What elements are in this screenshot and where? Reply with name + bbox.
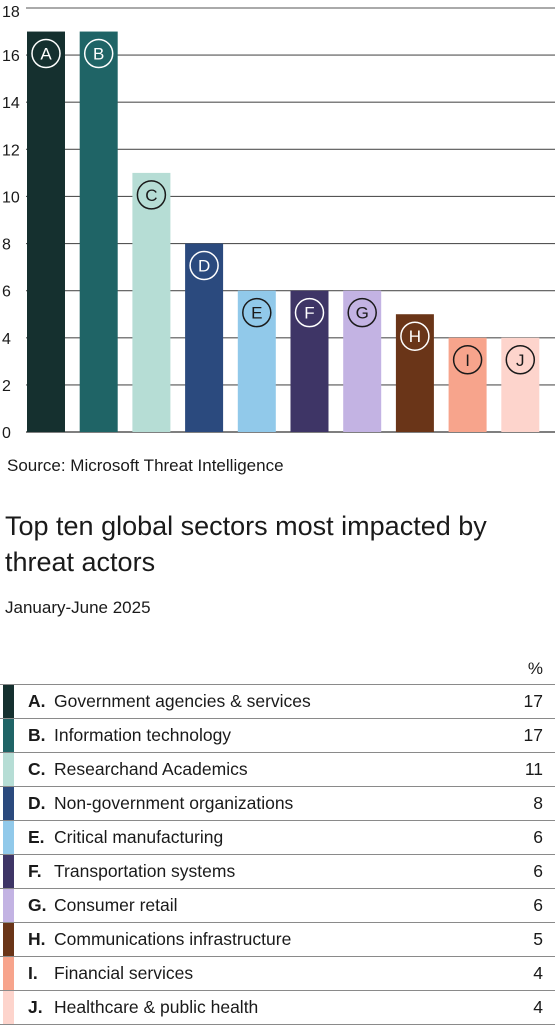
legend-letter: D. bbox=[28, 793, 46, 813]
legend-label: Critical manufacturing bbox=[54, 827, 224, 847]
bar-marker-circle bbox=[505, 345, 536, 375]
legend-value: 17 bbox=[523, 725, 543, 745]
bar bbox=[395, 314, 434, 432]
legend-letter: J. bbox=[28, 997, 43, 1017]
y-tick-label: 6 bbox=[2, 284, 11, 301]
legend-table: % A. Government agencies & services 17 B. In… bbox=[0, 656, 555, 1025]
legend-value: 4 bbox=[533, 997, 543, 1017]
legend-swatch bbox=[3, 753, 14, 786]
bar-marker-label: F bbox=[304, 304, 314, 323]
y-tick-label: 14 bbox=[2, 95, 20, 112]
legend-label: Communications infrastructure bbox=[54, 929, 292, 949]
y-tick-label: 0 bbox=[2, 425, 11, 442]
legend-value: 17 bbox=[523, 691, 543, 711]
legend-letter: H. bbox=[28, 929, 46, 949]
chart-title: Top ten global sectors most impacted by … bbox=[5, 511, 487, 577]
legend-value: 4 bbox=[533, 963, 543, 983]
legend-percent-header: % bbox=[527, 659, 543, 678]
bar-marker-circle bbox=[136, 180, 167, 210]
bar-marker-circle bbox=[83, 38, 114, 69]
y-tick-label: 2 bbox=[2, 378, 11, 395]
legend-label: Consumer retail bbox=[54, 895, 178, 915]
y-tick-label: 8 bbox=[2, 237, 11, 254]
bar bbox=[132, 172, 171, 432]
y-tick-label: 4 bbox=[2, 331, 11, 348]
bar-marker-circle bbox=[242, 297, 272, 328]
bar-marker-label: I bbox=[465, 351, 470, 370]
legend-value: 5 bbox=[533, 929, 543, 949]
chart-source: Source: Microsoft Threat Intelligence bbox=[7, 456, 284, 475]
legend-value: 6 bbox=[533, 827, 543, 847]
legend-letter: F. bbox=[28, 861, 42, 881]
legend-row: E. Critical manufacturing 6 bbox=[0, 820, 555, 854]
legend-row: H. Communications infrastructure 5 bbox=[0, 922, 555, 956]
bar-marker-circle bbox=[452, 345, 483, 375]
bar-marker-circle bbox=[31, 38, 61, 69]
legend-letter: B. bbox=[28, 725, 46, 745]
y-tick-label: 18 bbox=[2, 4, 20, 21]
y-tick-label: 16 bbox=[2, 48, 20, 65]
legend-value: 11 bbox=[524, 759, 543, 779]
bar-marker-circle bbox=[347, 297, 377, 328]
bar-markers: A B C D E F G H I J bbox=[31, 38, 536, 375]
legend-row: B. Information technology 17 bbox=[0, 718, 555, 752]
legend-value: 6 bbox=[533, 895, 543, 915]
bars bbox=[27, 31, 540, 433]
chart-subtitle: January-June 2025 bbox=[5, 598, 151, 617]
y-tick-label: 12 bbox=[2, 142, 20, 159]
y-tick-label: 10 bbox=[2, 189, 20, 206]
legend-row: I. Financial services 4 bbox=[0, 956, 555, 990]
bar bbox=[290, 290, 329, 432]
legend-letter: G. bbox=[28, 895, 47, 915]
bar-marker-label: J bbox=[516, 351, 525, 370]
legend-label: Government agencies & services bbox=[54, 691, 311, 711]
legend-value: 8 bbox=[533, 793, 543, 813]
legend-row: A. Government agencies & services 17 bbox=[0, 684, 555, 718]
legend-row: G. Consumer retail 6 bbox=[0, 888, 555, 922]
legend-row: D. Non-government organizations 8 bbox=[0, 786, 555, 820]
bar-marker-label: C bbox=[145, 186, 157, 205]
legend-label: Healthcare & public health bbox=[54, 997, 259, 1017]
bar-chart: 0 2 4 6 8 10 12 14 16 18 A B C D E F G H I J bbox=[2, 4, 555, 442]
bar-marker-label: E bbox=[251, 304, 262, 323]
legend-label: Information technology bbox=[54, 725, 232, 745]
bar bbox=[343, 290, 382, 432]
legend-letter: C. bbox=[28, 759, 46, 779]
legend-swatch bbox=[3, 991, 14, 1024]
bar bbox=[27, 31, 65, 433]
legend-swatch bbox=[3, 787, 14, 820]
legend-label: Financial services bbox=[54, 963, 194, 983]
legend-value: 6 bbox=[533, 861, 543, 881]
legend-swatch bbox=[3, 685, 14, 718]
legend-header: % bbox=[0, 656, 555, 684]
bar bbox=[237, 290, 276, 432]
legend-swatch bbox=[3, 957, 14, 990]
legend-row: C. Researchand Academics 11 bbox=[0, 752, 555, 786]
y-axis-ticks: 0 2 4 6 8 10 12 14 16 18 bbox=[2, 4, 20, 442]
bar-marker-label: H bbox=[409, 327, 421, 346]
bar-marker-label: D bbox=[198, 257, 210, 276]
bar-marker-label: G bbox=[356, 304, 369, 323]
legend-row: J. Healthcare & public health 4 bbox=[0, 990, 555, 1025]
bar-marker-label: A bbox=[40, 45, 52, 64]
legend-letter: A. bbox=[28, 691, 46, 711]
bar bbox=[185, 243, 224, 432]
legend-swatch bbox=[3, 719, 14, 752]
bar-marker-label: B bbox=[93, 45, 104, 64]
legend-letter: I. bbox=[28, 963, 38, 983]
legend-swatch bbox=[3, 855, 14, 888]
bar-marker-circle bbox=[400, 321, 430, 351]
legend-rows: A. Government agencies & services 17 B. Info… bbox=[0, 684, 555, 1025]
legend-swatch bbox=[3, 821, 14, 854]
legend-letter: E. bbox=[28, 827, 45, 847]
legend-swatch bbox=[3, 923, 14, 956]
bar-marker-circle bbox=[189, 250, 219, 281]
legend-row: F. Transportation systems 6 bbox=[0, 854, 555, 888]
legend-label: Transportation systems bbox=[54, 861, 236, 881]
bar bbox=[79, 31, 118, 433]
legend-label: Researchand Academics bbox=[54, 759, 248, 779]
legend-label: Non-government organizations bbox=[54, 793, 294, 813]
legend-swatch bbox=[3, 889, 14, 922]
bar-marker-circle bbox=[294, 297, 325, 328]
